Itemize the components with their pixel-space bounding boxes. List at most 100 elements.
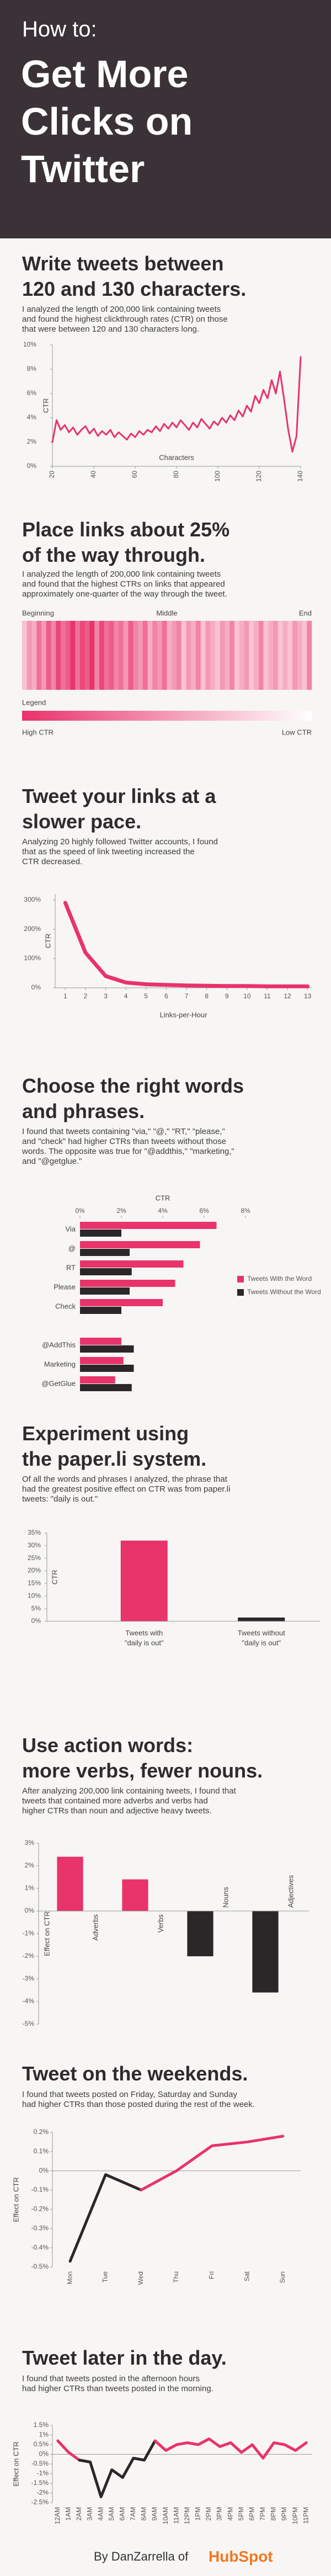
y-tick-label: 1% (39, 2431, 49, 2439)
bar (80, 1376, 115, 1383)
line-series (63, 901, 310, 988)
section-title: Use action words: (22, 1734, 193, 1757)
x-tick-label: Fri (207, 2271, 215, 2279)
y-tick-label: 2% (25, 1861, 35, 1869)
y-tick-label: 20% (28, 1567, 41, 1574)
heat-stripe (56, 621, 61, 690)
heat-stripe (128, 621, 134, 690)
heat-stripe (80, 621, 86, 690)
bar (122, 1879, 148, 1911)
section-text: had higher CTRs than those posted during… (22, 2100, 255, 2109)
y-tick-label: 6% (27, 389, 37, 397)
y-tick-label: 0% (39, 2450, 49, 2458)
section-text: After analyzing 200,000 link containing … (22, 1786, 237, 1796)
y-tick-label: 10% (23, 340, 36, 348)
x-tick-label: 9PM (280, 2507, 288, 2521)
section-text: and found that the highest CTRs on links… (22, 579, 225, 589)
x-tick-label: 120 (255, 471, 263, 482)
x-axis-label: Links-per-Hour (160, 1010, 208, 1019)
heat-stripe (84, 621, 90, 690)
y-tick-label: -1% (23, 1929, 35, 1937)
y-tick-label: -0.5% (31, 2460, 49, 2467)
x-tick-label: 8AM (140, 2507, 148, 2521)
section-text: and found the highest clickthrough rates… (22, 315, 228, 324)
bar (187, 1911, 213, 1956)
heat-stripe (36, 621, 42, 690)
bar (80, 1357, 124, 1364)
y-tick-label: 0% (31, 1617, 41, 1625)
heat-stripe (177, 621, 182, 690)
heat-stripe (109, 621, 114, 690)
heat-stripe (273, 621, 279, 690)
y-axis-label: Effect on CTR (12, 2177, 20, 2222)
heat-stripe (75, 621, 81, 690)
category-label: Please (54, 1282, 76, 1291)
bar (80, 1365, 134, 1372)
y-tick-label: 3% (25, 1839, 35, 1846)
bar (80, 1307, 121, 1314)
y-tick-label: 0.1% (34, 2147, 49, 2155)
section-text: words. The opposite was true for "@addth… (22, 1147, 234, 1156)
heat-stripe (239, 621, 244, 690)
x-tick-label: 3 (104, 992, 108, 1000)
section-title: Tweet your links at a (22, 785, 216, 807)
header-title: Clicks on (21, 100, 193, 143)
y-tick-label: 15% (28, 1579, 41, 1587)
y-tick-label: 4% (27, 413, 37, 421)
heat-stripe (142, 621, 148, 690)
header-kicker: How to: (22, 17, 97, 41)
y-tick-label: 30% (28, 1541, 41, 1549)
heat-stripe (234, 621, 240, 690)
header-title: Twitter (21, 147, 145, 190)
legend-label: Low CTR (282, 728, 312, 736)
section-text: had the greatest positive effect on CTR … (22, 1484, 230, 1494)
section-title: Tweet later in the day. (22, 2346, 227, 2369)
legend-title: Legend (22, 698, 46, 706)
bar (80, 1345, 134, 1353)
legend-swatch (237, 1289, 244, 1296)
section-title: Experiment using (22, 1422, 189, 1445)
x-tick-label: 80 (172, 471, 180, 478)
y-tick-label: 1.5% (34, 2421, 49, 2429)
section-text: tweets that contained more adverbs and v… (22, 1796, 208, 1806)
heat-stripe (196, 621, 201, 690)
x-tick-label: 5PM (237, 2507, 245, 2521)
heat-stripe (133, 621, 138, 690)
section-title: Choose the right words (22, 1074, 244, 1097)
x-tick-label: "daily is out" (125, 1638, 164, 1647)
y-tick-label: 200% (24, 925, 41, 933)
heat-stripe (147, 621, 153, 690)
section-text: I analyzed the length of 200,000 link co… (22, 305, 221, 314)
position-label: Middle (156, 609, 177, 617)
heat-stripe (244, 621, 249, 690)
heat-stripe (167, 621, 172, 690)
section-text: I found that tweets posted in the aftern… (22, 2374, 200, 2383)
line-series (51, 356, 302, 453)
section-text: that were between 120 and 130 characters… (22, 324, 199, 334)
y-tick-label: 0% (25, 1907, 35, 1914)
footer-brand: HubSpot (209, 2548, 273, 2565)
x-tick-label: 11AM (172, 2507, 180, 2524)
x-tick-label: 9AM (151, 2507, 158, 2521)
y-tick-label: 5% (31, 1604, 41, 1612)
heat-stripe (172, 621, 177, 690)
y-tick-label: 300% (24, 896, 41, 903)
section-text: Of all the words and phrases I analyzed,… (22, 1475, 228, 1484)
heat-stripe (186, 621, 191, 690)
section-text: approximately one-quarter of the way thr… (22, 589, 227, 599)
x-tick-label: 7 (185, 992, 189, 1000)
x-tick-label: 60 (131, 471, 138, 478)
category-label: Check (55, 1302, 76, 1310)
x-tick-label: 8% (241, 1207, 250, 1215)
x-tick-label: 10AM (162, 2507, 169, 2524)
x-tick-label: 2PM (205, 2507, 212, 2521)
x-tick-label: 3PM (216, 2507, 223, 2521)
bar (80, 1338, 121, 1345)
section-text: and "@getglue." (22, 1157, 82, 1166)
heat-stripe (31, 621, 37, 690)
bar (80, 1241, 200, 1248)
bar (57, 1856, 83, 1911)
x-tick-label: 7PM (259, 2507, 266, 2521)
category-label: @AddThis (42, 1340, 76, 1349)
section-text: and "check" had higher CTRs than tweets … (22, 1137, 226, 1146)
